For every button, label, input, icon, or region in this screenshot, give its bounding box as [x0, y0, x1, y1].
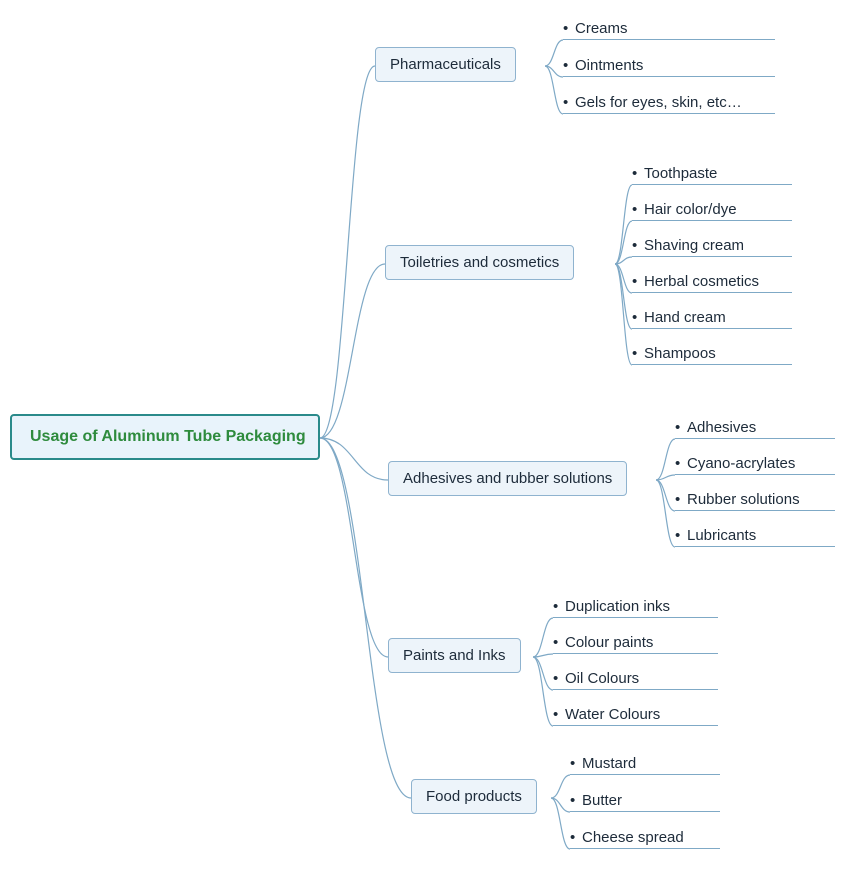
branch-paints: Paints and Inks — [388, 638, 521, 673]
leaf-toiletries-1: Hair color/dye — [632, 199, 792, 221]
leaf-food-2: Cheese spread — [570, 827, 720, 849]
leaf-food-1: Butter — [570, 790, 720, 812]
leaf-paints-1: Colour paints — [553, 632, 718, 654]
leaf-toiletries-3: Herbal cosmetics — [632, 271, 792, 293]
branch-adhesives: Adhesives and rubber solutions — [388, 461, 627, 496]
leaf-adhesives-3: Lubricants — [675, 525, 835, 547]
leaf-pharma-2: Gels for eyes, skin, etc… — [563, 92, 775, 114]
leaf-pharma-0: Creams — [563, 18, 775, 40]
leaf-toiletries-4: Hand cream — [632, 307, 792, 329]
leaf-pharma-1: Ointments — [563, 55, 775, 77]
root-node: Usage of Aluminum Tube Packaging — [10, 414, 320, 460]
branch-toiletries: Toiletries and cosmetics — [385, 245, 574, 280]
leaf-toiletries-2: Shaving cream — [632, 235, 792, 257]
branch-pharma: Pharmaceuticals — [375, 47, 516, 82]
leaf-food-0: Mustard — [570, 753, 720, 775]
leaf-paints-3: Water Colours — [553, 704, 718, 726]
leaf-paints-2: Oil Colours — [553, 668, 718, 690]
branch-food: Food products — [411, 779, 537, 814]
leaf-toiletries-0: Toothpaste — [632, 163, 792, 185]
leaf-toiletries-5: Shampoos — [632, 343, 792, 365]
leaf-adhesives-2: Rubber solutions — [675, 489, 835, 511]
leaf-adhesives-0: Adhesives — [675, 417, 835, 439]
leaf-paints-0: Duplication inks — [553, 596, 718, 618]
leaf-adhesives-1: Cyano-acrylates — [675, 453, 835, 475]
